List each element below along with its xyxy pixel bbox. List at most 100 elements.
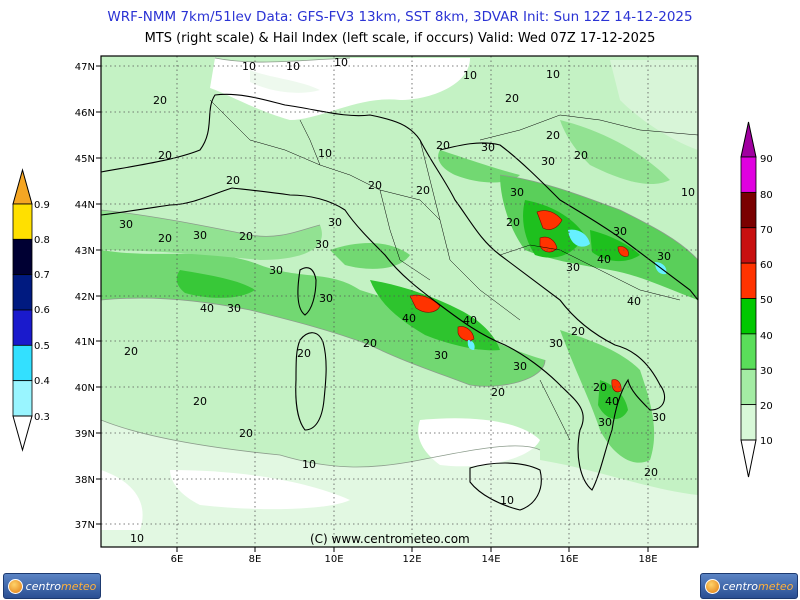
map-frame (100, 55, 699, 548)
contour-label: 40 (605, 395, 619, 408)
contour-label: 10 (546, 68, 560, 81)
lat-label-47n: 47N (75, 62, 95, 73)
centrometeo-logo-right[interactable]: centrometeo (700, 573, 798, 599)
mts-scale-label: 50 (760, 295, 773, 306)
lat-label-38n: 38N (75, 475, 95, 486)
admin-borders (209, 99, 698, 441)
hail-scale-label: 0.8 (34, 235, 50, 246)
title-model-info: WRF-NMM 7km/51lev Data: GFS-FV3 13km, SS… (107, 9, 693, 25)
centrometeo-logo-left[interactable]: centrometeo (3, 573, 101, 599)
contour-label: 30 (549, 337, 563, 350)
contour-label: 30 (657, 250, 671, 263)
hail-scale-swatch (12, 380, 33, 417)
lat-label-44n: 44N (75, 200, 95, 211)
hail-scale-label: 0.7 (34, 270, 50, 281)
mts-scale-swatch (740, 156, 757, 193)
contour-label: 10 (242, 60, 256, 73)
mts-scale-swatch (740, 404, 757, 441)
logo-name-b: meteo (758, 579, 794, 593)
lon-label-8e: 8E (249, 554, 262, 565)
mts-scale-top-arrow (740, 121, 757, 158)
logo-name-b: meteo (61, 579, 97, 593)
globe-icon (7, 578, 23, 594)
contour-label: 20 (193, 395, 207, 408)
mts-scale-label: 10 (760, 436, 773, 447)
hail-scale-label: 0.4 (34, 376, 50, 387)
contour-label: 30 (315, 238, 329, 251)
contour-label: 30 (652, 411, 666, 424)
contour-label: 30 (510, 186, 524, 199)
mts-scale-label: 30 (760, 366, 773, 377)
coastlines (101, 93, 698, 511)
contour-label: 30 (193, 229, 207, 242)
contour-label: 30 (328, 216, 342, 229)
contour-label: 10 (681, 186, 695, 199)
hail-scale-swatch (12, 344, 33, 382)
mts-scale-swatch (740, 262, 757, 299)
lon-label-18e: 18E (638, 554, 657, 565)
hail-index-scale: 0.9 0.8 0.7 0.6 0.5 0.4 0.3 (12, 168, 50, 452)
contour-label: 20 (226, 174, 240, 187)
hail-scale-label: 0.6 (34, 305, 50, 316)
mts-scale-swatch (740, 227, 757, 264)
contour-label: 20 (593, 381, 607, 394)
lat-label-45n: 45N (75, 154, 95, 165)
mts-scale-swatch (740, 368, 757, 406)
lon-label-14e: 14E (481, 554, 500, 565)
lon-label-10e: 10E (324, 554, 343, 565)
globe-icon (704, 578, 720, 594)
map-field: 10 10 10 10 10 20 20 20 20 30 20 10 30 20 20 20 20 30 10 30… (101, 56, 698, 547)
longitude-labels: 6E 8E 10E 12E 14E 16E 18E (171, 554, 658, 565)
contour-label: 10 (463, 69, 477, 82)
lat-label-43n: 43N (75, 246, 95, 257)
graticule (101, 56, 698, 547)
title-variable-info: MTS (right scale) & Hail Index (left sca… (144, 31, 656, 46)
hail-scale-label: 0.3 (34, 412, 50, 423)
contour-label: 20 (153, 94, 167, 107)
contour-label: 40 (200, 302, 214, 315)
hail-scale-label: 0.5 (34, 341, 50, 352)
mts-scale-swatch (740, 333, 757, 370)
hail-scale-bottom-arrow (12, 415, 33, 452)
lat-label-42n: 42N (75, 292, 95, 303)
contour-label: 20 (571, 325, 585, 338)
contour-label: 20 (297, 347, 311, 360)
hail-scale-swatch (12, 309, 33, 346)
contour-label: 30 (566, 261, 580, 274)
hail-scale-swatch (12, 274, 33, 311)
lon-label-12e: 12E (402, 554, 421, 565)
mts-scale-swatch (740, 191, 757, 229)
hail-scale-top-arrow (12, 168, 33, 205)
contour-label: 20 (491, 386, 505, 399)
contour-label: 20 (505, 92, 519, 105)
contour-label: 20 (158, 149, 172, 162)
contour-label: 10 (286, 60, 300, 73)
hail-scale-label: 0.9 (34, 200, 50, 211)
hail-scale-swatch (12, 203, 33, 240)
contour-label: 20 (436, 139, 450, 152)
contour-label: 20 (644, 466, 658, 479)
contour-label: 30 (269, 264, 283, 277)
contour-label: 20 (239, 230, 253, 243)
mts-scale-label: 60 (760, 260, 773, 271)
contour-label: 20 (546, 129, 560, 142)
lat-label-37n: 37N (75, 520, 95, 531)
contour-label: 30 (513, 360, 527, 373)
contour-label: 30 (227, 302, 241, 315)
tick-marks (96, 65, 649, 552)
contour-label: 20 (368, 179, 382, 192)
logo-name-a: centro (25, 579, 62, 593)
lon-label-6e: 6E (171, 554, 184, 565)
contour-label: 20 (416, 184, 430, 197)
mts-scale-swatch (740, 298, 757, 335)
lat-label-39n: 39N (75, 429, 95, 440)
mts-scale-label: 80 (760, 190, 773, 201)
lat-label-46n: 46N (75, 108, 95, 119)
hail-scale-swatch (12, 238, 33, 276)
contour-label: 20 (506, 216, 520, 229)
copyright-credit: (C) www.centrometeo.com (310, 532, 470, 546)
contour-label: 20 (574, 149, 588, 162)
contour-label: 40 (597, 253, 611, 266)
lon-label-16e: 16E (559, 554, 578, 565)
